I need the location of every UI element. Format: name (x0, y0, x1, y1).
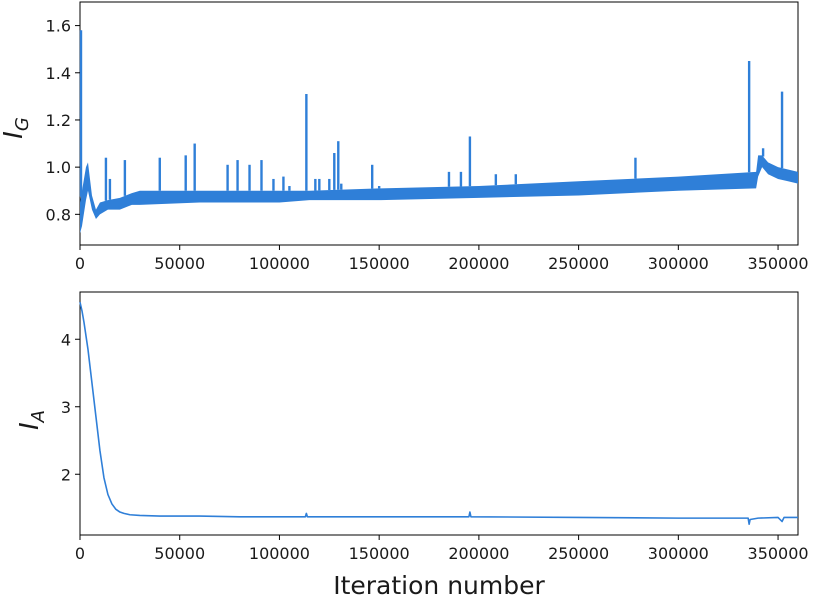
bottom-y-label-symbol: I (15, 422, 45, 430)
top-x-tick-label-2: 100000 (249, 254, 310, 273)
bottom-x-tick-label-7: 350000 (748, 544, 809, 563)
top-x-tick-label-5: 250000 (548, 254, 609, 273)
bottom-x-tick-label-2: 100000 (249, 544, 310, 563)
bottom-x-tick-label-1: 50000 (154, 544, 205, 563)
bottom-y-tick-label-2: 4 (61, 330, 71, 349)
top-axes: 0 50000 100000 150000 200000 250000 300000 3500… (46, 17, 809, 273)
top-noise-band (80, 155, 798, 234)
bottom-series-group (79, 301, 798, 525)
x-axis-label: Iteration number (333, 571, 545, 599)
top-y-tick-label-2: 1.2 (46, 111, 71, 130)
bottom-y-tick-label-1: 3 (61, 398, 71, 417)
bottom-x-tick-label-6: 300000 (648, 544, 709, 563)
top-y-tick-label-3: 1.4 (46, 64, 71, 83)
top-x-tick-label-4: 200000 (448, 254, 509, 273)
top-series-group (79, 30, 798, 234)
top-y-label-subscript: G (12, 117, 33, 131)
top-y-tick-label-0: 0.8 (46, 205, 71, 224)
top-x-tick-label-0: 0 (75, 254, 85, 273)
bottom-x-tick-label-4: 200000 (448, 544, 509, 563)
bottom-y-label-subscript: A (28, 410, 49, 423)
top-y-tick-label-4: 1.6 (46, 17, 71, 36)
top-y-axis-label: IG (0, 117, 33, 139)
bottom-y-axis-label: IA (15, 410, 49, 430)
bottom-series-line (79, 301, 798, 525)
top-chart-panel: 0 50000 100000 150000 200000 250000 300000 3500… (0, 1, 809, 273)
top-x-tick-label-1: 50000 (154, 254, 205, 273)
top-x-tick-label-3: 150000 (349, 254, 410, 273)
bottom-x-tick-label-3: 150000 (349, 544, 410, 563)
top-y-tick-label-1: 1.0 (46, 158, 71, 177)
top-x-tick-label-7: 350000 (748, 254, 809, 273)
bottom-chart-panel: 0 50000 100000 150000 200000 250000 300000 3500… (15, 291, 809, 599)
bottom-y-tick-label-0: 2 (61, 465, 71, 484)
bottom-x-tick-label-5: 250000 (548, 544, 609, 563)
top-plot-frame (79, 1, 799, 246)
bottom-x-tick-label-0: 0 (75, 544, 85, 563)
bottom-axes: 0 50000 100000 150000 200000 250000 300000 3500… (61, 330, 809, 563)
top-x-tick-label-6: 300000 (648, 254, 709, 273)
top-y-label-symbol: I (0, 131, 29, 139)
bottom-plot-frame (79, 291, 799, 536)
